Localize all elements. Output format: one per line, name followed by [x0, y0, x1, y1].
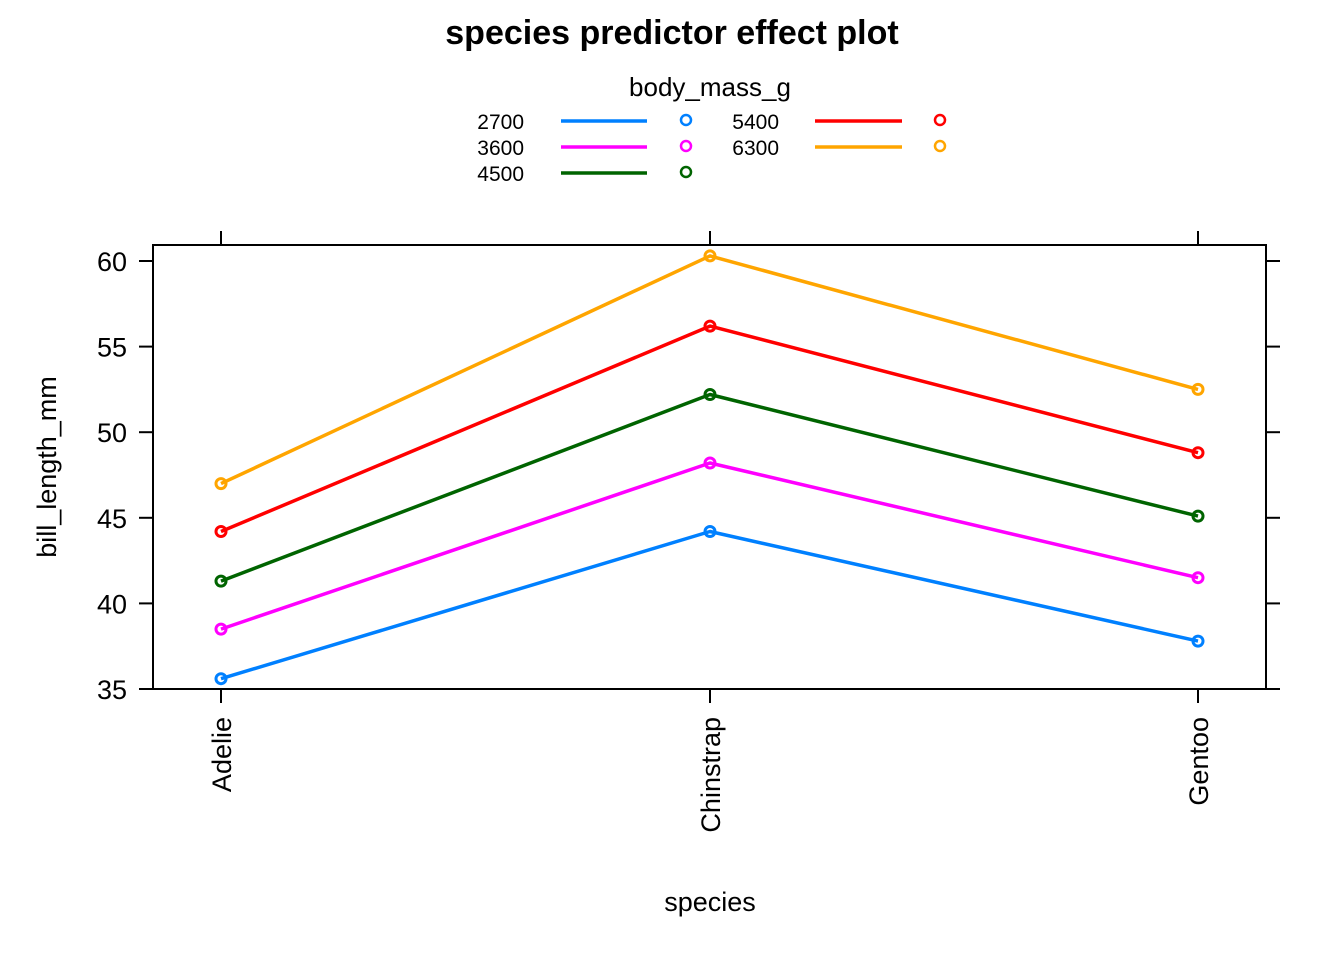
y-tick-label: 50 — [97, 418, 127, 448]
x-tick-label: Gentoo — [1184, 717, 1214, 806]
data-point-4500 — [703, 388, 717, 401]
series-layer — [214, 249, 1205, 686]
legend-marker-swatch — [679, 139, 693, 153]
y-axis-label: bill_length_mm — [32, 376, 62, 558]
legend-title: body_mass_g — [629, 72, 791, 102]
data-point-4500 — [1191, 509, 1205, 523]
series-4500 — [214, 388, 1205, 588]
series-line-4500 — [220, 392, 1199, 583]
y-tick-label: 45 — [97, 504, 127, 534]
series-6300 — [214, 249, 1205, 491]
data-point-5400 — [1191, 446, 1205, 460]
legend-marker-swatch — [933, 139, 947, 153]
legend-label: 2700 — [477, 111, 524, 134]
y-tick-label: 60 — [97, 247, 127, 277]
data-point-2700 — [214, 672, 228, 686]
series-line-5400 — [220, 324, 1199, 534]
legend-label: 3600 — [477, 137, 524, 160]
data-point-3600 — [703, 456, 717, 470]
data-point-6300 — [1191, 382, 1205, 396]
legend-marker-swatch — [933, 113, 947, 127]
legend-label: 6300 — [732, 137, 779, 160]
data-point-3600 — [214, 622, 228, 636]
series-2700 — [214, 525, 1205, 686]
series-5400 — [214, 319, 1205, 538]
data-point-6300 — [703, 249, 717, 263]
x-axis-label: species — [664, 887, 756, 917]
chart-title: species predictor effect plot — [445, 14, 898, 52]
legend-label: 5400 — [732, 111, 779, 134]
data-point-6300 — [214, 477, 228, 491]
data-point-2700 — [703, 525, 717, 538]
series-line-2700 — [220, 529, 1199, 681]
legend-marker-swatch — [679, 113, 693, 127]
legend-label: 4500 — [477, 163, 524, 186]
series-line-6300 — [220, 254, 1199, 486]
y-tick-label: 55 — [97, 333, 127, 363]
data-point-2700 — [1191, 634, 1205, 648]
y-tick-label: 35 — [97, 675, 127, 705]
data-point-5400 — [703, 319, 717, 333]
legend: 2700 3600 4500 5400 6300 — [477, 111, 947, 186]
x-tick-label: Adelie — [207, 717, 237, 792]
x-tick-label: Chinstrap — [696, 717, 726, 833]
data-point-5400 — [214, 525, 228, 538]
data-point-3600 — [1191, 571, 1205, 585]
series-line-3600 — [220, 461, 1199, 631]
y-tick-label: 40 — [97, 589, 127, 619]
series-3600 — [214, 456, 1205, 636]
legend-marker-swatch — [679, 165, 693, 179]
data-point-4500 — [214, 574, 228, 588]
axes: 35 40 45 50 55 60 Adelie Chinstrap Gentoo — [97, 231, 1280, 833]
